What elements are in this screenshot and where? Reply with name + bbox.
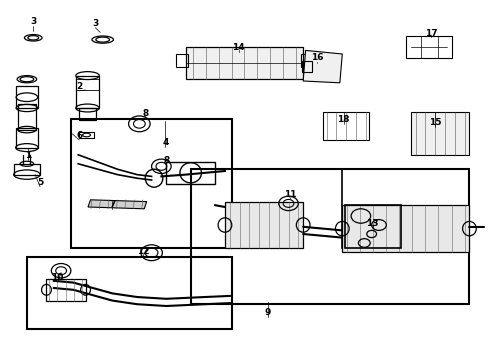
Bar xyxy=(46,279,85,301)
Text: 14: 14 xyxy=(232,43,244,52)
Text: 18: 18 xyxy=(337,115,349,124)
Bar xyxy=(27,257,232,329)
Bar xyxy=(405,36,451,58)
Text: 12: 12 xyxy=(136,248,149,256)
Text: 3: 3 xyxy=(92,19,98,28)
Polygon shape xyxy=(303,50,342,83)
Text: 8: 8 xyxy=(163,156,169,165)
Text: 17: 17 xyxy=(424,29,437,38)
Text: 4: 4 xyxy=(162,138,168,147)
Text: 8: 8 xyxy=(142,109,148,118)
Text: 6: 6 xyxy=(76,131,82,140)
Text: 15: 15 xyxy=(428,118,441,127)
Text: 5: 5 xyxy=(37,178,43,187)
Text: 10: 10 xyxy=(51,274,64,282)
Text: 7: 7 xyxy=(109,200,116,209)
Polygon shape xyxy=(342,205,468,252)
Text: 2: 2 xyxy=(77,82,82,91)
Bar xyxy=(18,104,36,130)
Text: 13: 13 xyxy=(366,219,378,228)
Bar xyxy=(79,132,94,138)
Polygon shape xyxy=(224,202,303,248)
Text: 3: 3 xyxy=(30,17,36,26)
Text: 11: 11 xyxy=(284,190,296,199)
Bar xyxy=(14,164,40,175)
Bar xyxy=(71,119,232,248)
Bar xyxy=(190,169,468,304)
Bar xyxy=(16,128,38,148)
Polygon shape xyxy=(185,47,303,79)
Polygon shape xyxy=(88,200,146,209)
Bar xyxy=(79,108,96,120)
Bar xyxy=(300,54,312,67)
Polygon shape xyxy=(410,112,468,155)
Bar xyxy=(322,112,368,140)
Bar xyxy=(176,54,188,67)
Bar xyxy=(342,169,468,248)
Text: 16: 16 xyxy=(310,53,323,62)
Bar xyxy=(344,205,400,248)
Bar xyxy=(76,76,99,108)
Bar xyxy=(16,86,38,108)
Text: 1: 1 xyxy=(25,151,31,160)
Bar xyxy=(302,61,311,72)
Bar xyxy=(166,162,215,184)
Text: 9: 9 xyxy=(264,308,271,317)
